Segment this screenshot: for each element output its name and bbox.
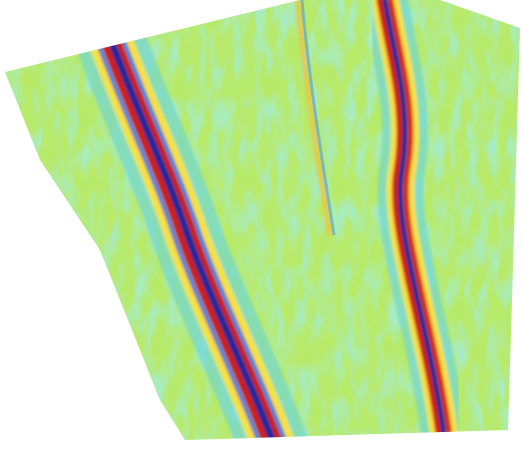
right-band xyxy=(362,0,469,440)
lineament-edge xyxy=(300,0,336,236)
left-band xyxy=(75,5,310,440)
lineament xyxy=(295,0,333,236)
